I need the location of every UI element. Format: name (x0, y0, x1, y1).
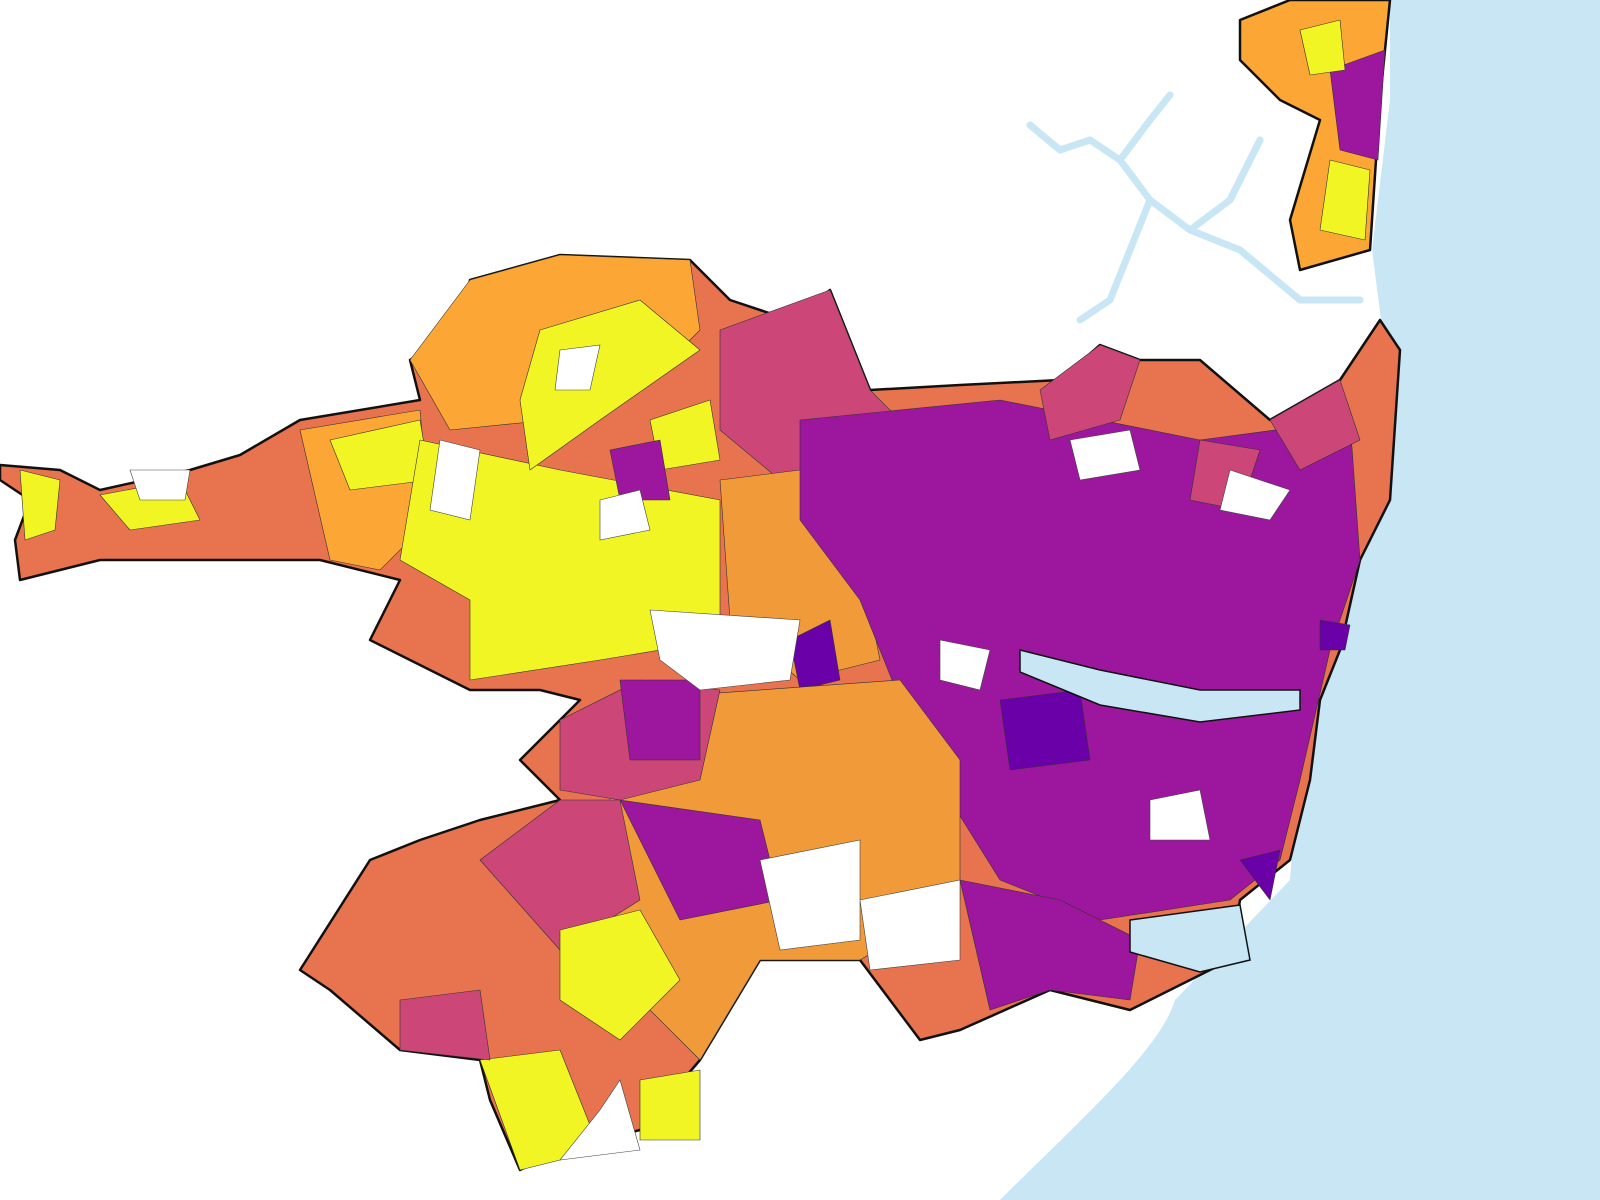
area (789, 619, 1351, 901)
river (1026, 91, 1364, 324)
area (399, 989, 491, 1061)
area (609, 439, 671, 501)
no-data-area (129, 344, 1291, 1161)
area (1299, 19, 1371, 241)
ocean (1000, 0, 1600, 1200)
bay (1129, 904, 1251, 973)
area (959, 879, 1141, 1011)
area (1329, 49, 1386, 161)
harbour (1019, 649, 1301, 723)
area (519, 299, 701, 471)
